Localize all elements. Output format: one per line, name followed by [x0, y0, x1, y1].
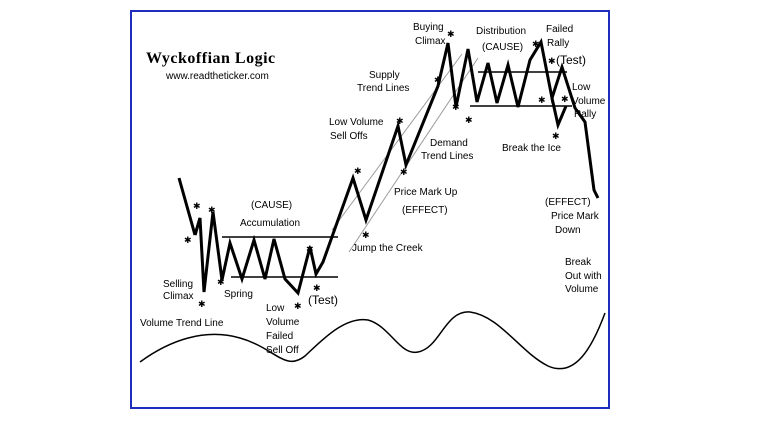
- svg-text:✱: ✱: [447, 30, 455, 40]
- svg-text:✱: ✱: [294, 302, 302, 312]
- svg-text:Down: Down: [555, 225, 581, 236]
- label-test-lower: (Test): [308, 293, 338, 307]
- svg-text:✱: ✱: [532, 40, 540, 50]
- label-break-out-with-volume: Break Out with Volume: [565, 257, 602, 295]
- svg-text:✱: ✱: [396, 117, 404, 127]
- label-price-mark-up: Price Mark Up (EFFECT): [394, 187, 458, 216]
- svg-text:✱: ✱: [354, 167, 362, 177]
- svg-text:Sell Off: Sell Off: [266, 345, 299, 356]
- svg-text:Price Mark: Price Mark: [551, 211, 600, 222]
- svg-text:Failed: Failed: [546, 24, 573, 35]
- svg-text:Failed: Failed: [266, 331, 293, 342]
- diagram-title: Wyckoffian Logic: [146, 50, 276, 67]
- svg-text:Low Volume: Low Volume: [329, 117, 384, 128]
- svg-text:Buying: Buying: [413, 22, 444, 33]
- svg-text:✱: ✱: [452, 103, 460, 113]
- svg-text:Break: Break: [565, 257, 592, 268]
- label-test-upper: (Test): [556, 53, 586, 67]
- svg-text:✱: ✱: [561, 95, 569, 105]
- svg-text:Supply: Supply: [369, 70, 400, 81]
- svg-text:Accumulation: Accumulation: [240, 218, 300, 229]
- svg-text:Demand: Demand: [430, 138, 468, 149]
- svg-text:✱: ✱: [208, 206, 216, 216]
- svg-text:✱: ✱: [465, 116, 473, 126]
- distribution-tail: [550, 97, 568, 130]
- svg-text:✱: ✱: [198, 300, 206, 310]
- svg-text:✱: ✱: [193, 202, 201, 212]
- price-path: [193, 37, 600, 297]
- svg-text:(CAUSE): (CAUSE): [482, 42, 523, 53]
- label-failed-rally: Failed Rally: [546, 24, 573, 49]
- svg-text:✱: ✱: [434, 76, 442, 86]
- label-jump-the-creek: Jump the Creek: [352, 243, 424, 254]
- svg-text:(CAUSE): (CAUSE): [251, 200, 292, 211]
- svg-text:✱: ✱: [313, 284, 321, 294]
- svg-text:Sell Offs: Sell Offs: [330, 131, 368, 142]
- svg-text:(EFFECT): (EFFECT): [402, 205, 448, 216]
- svg-text:Out with: Out with: [565, 271, 602, 282]
- svg-text:✱: ✱: [400, 168, 408, 178]
- supply-trend-line: [331, 53, 463, 231]
- label-selling-climax: Selling Climax: [163, 279, 194, 302]
- label-break-the-ice: Break the Ice: [502, 143, 561, 154]
- svg-text:Trend Lines: Trend Lines: [357, 83, 409, 94]
- svg-text:✱: ✱: [552, 132, 560, 142]
- post-climax-path: [193, 217, 202, 236]
- label-low-volume-rally: Low Volume Rally: [572, 82, 606, 120]
- svg-text:✱: ✱: [184, 236, 192, 246]
- selling-climax-drop: [177, 177, 197, 236]
- svg-text:Low: Low: [572, 82, 591, 93]
- svg-text:Rally: Rally: [574, 109, 596, 120]
- svg-text:Distribution: Distribution: [476, 26, 526, 37]
- demand-trend-line: [348, 57, 479, 253]
- svg-text:Volume: Volume: [266, 317, 300, 328]
- source-url: www.readtheticker.com: [165, 71, 269, 82]
- label-demand-trend-lines: Demand Trend Lines: [421, 138, 473, 162]
- label-low-volume-failed-sell-off: Low Volume Failed Sell Off: [266, 303, 300, 356]
- svg-text:Price Mark Up: Price Mark Up: [394, 187, 458, 198]
- volume-curve: [139, 311, 606, 370]
- svg-text:Volume: Volume: [572, 96, 606, 107]
- svg-text:Selling: Selling: [163, 279, 193, 290]
- svg-text:Rally: Rally: [547, 38, 569, 49]
- svg-text:✱: ✱: [548, 57, 556, 67]
- svg-text:(EFFECT): (EFFECT): [545, 197, 591, 208]
- svg-text:✱: ✱: [306, 245, 314, 255]
- svg-text:Trend Lines: Trend Lines: [421, 151, 473, 162]
- label-spring: Spring: [224, 289, 253, 300]
- svg-text:Climax: Climax: [415, 36, 446, 47]
- svg-text:Low: Low: [266, 303, 285, 314]
- label-supply-trend-lines: Supply Trend Lines: [357, 70, 409, 94]
- svg-text:Volume: Volume: [565, 284, 599, 295]
- label-buying-climax: Buying Climax: [413, 22, 446, 47]
- svg-text:Climax: Climax: [163, 291, 194, 302]
- svg-text:✱: ✱: [362, 231, 370, 241]
- label-distribution-cause: Distribution (CAUSE): [476, 26, 526, 53]
- event-markers: ✱ ✱ ✱ ✱ ✱ ✱ ✱ ✱ ✱ ✱ ✱ ✱ ✱ ✱ ✱ ✱ ✱ ✱ ✱ ✱ …: [184, 30, 569, 312]
- svg-text:✱: ✱: [217, 278, 225, 288]
- label-price-mark-down: (EFFECT) Price Mark Down: [545, 197, 600, 236]
- svg-text:✱: ✱: [538, 96, 546, 106]
- label-low-volume-sell-offs: Low Volume Sell Offs: [329, 117, 384, 142]
- label-volume-trend-line: Volume Trend Line: [140, 318, 224, 329]
- label-cause-accumulation: (CAUSE) Accumulation: [240, 200, 300, 229]
